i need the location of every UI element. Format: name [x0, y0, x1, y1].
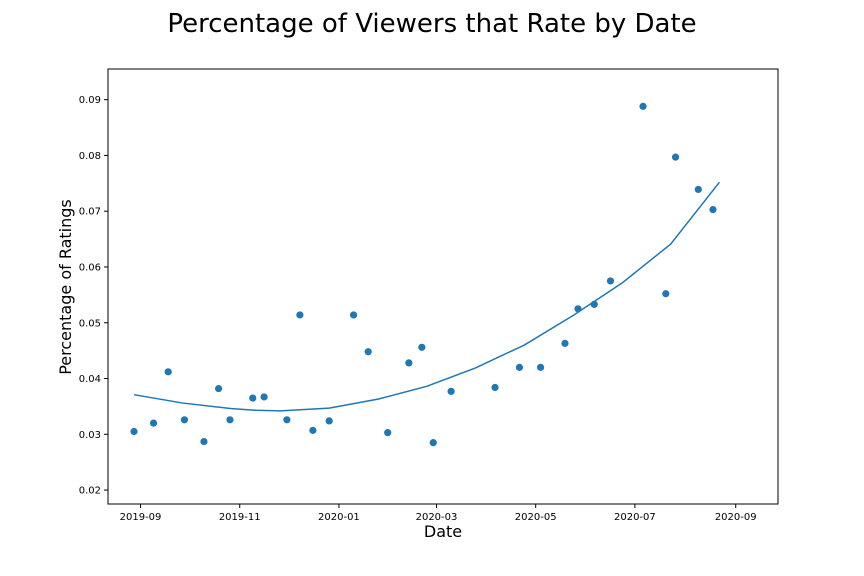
data-point: [130, 427, 138, 436]
x-tick-label: 2020-09: [715, 512, 757, 523]
x-tick-label: 2020-07: [614, 512, 656, 523]
data-point: [180, 416, 189, 424]
x-tick-label: 2019-11: [219, 512, 261, 523]
data-point: [214, 384, 223, 393]
data-point: [694, 185, 702, 194]
data-point: [447, 387, 455, 395]
data-point: [639, 102, 647, 110]
x-tick-label: 2020-03: [416, 512, 458, 523]
y-tick-label: 0.08: [79, 151, 101, 162]
data-point: [491, 383, 499, 392]
data-point: [364, 348, 372, 356]
data-point: [349, 311, 358, 319]
data-point: [561, 339, 569, 347]
data-point: [309, 426, 317, 434]
trend-series: [133, 181, 721, 412]
x-axis-label: Date: [424, 522, 462, 541]
y-tick-label: 0.03: [79, 430, 101, 441]
data-point: [606, 277, 615, 285]
data-point: [574, 305, 582, 313]
data-point: [429, 439, 437, 447]
y-tick-label: 0.06: [79, 262, 101, 273]
chart-title: Percentage of Viewers that Rate by Date: [167, 9, 696, 39]
trend-line: [133, 181, 721, 412]
y-axis-label: Percentage of Ratings: [56, 199, 75, 375]
y-tick-label: 0.09: [79, 95, 101, 106]
y-tick-label: 0.07: [79, 207, 101, 218]
data-point: [662, 290, 670, 298]
plot-area: [107, 68, 779, 505]
data-point: [200, 437, 208, 446]
data-point: [515, 363, 524, 371]
data-point: [164, 368, 172, 376]
data-point: [590, 300, 598, 308]
data-point: [418, 343, 426, 351]
data-point: [149, 419, 158, 427]
y-tick-label: 0.02: [79, 486, 101, 497]
x-tick-label: 2020-05: [515, 512, 557, 523]
data-point: [709, 205, 717, 214]
y-tick-label: 0.05: [79, 318, 101, 329]
data-point: [536, 363, 545, 371]
y-axis: 0.02 0.03 0.04 0.05 0.06 0.07 0.08 0.09: [79, 95, 108, 497]
data-point: [260, 393, 268, 401]
data-point: [405, 359, 413, 367]
data-point: [671, 153, 680, 161]
data-point: [325, 417, 333, 425]
data-point: [226, 416, 234, 424]
x-tick-label: 2019-09: [120, 512, 162, 523]
scatter-series: [130, 102, 717, 447]
x-axis: 2019-09 2019-11 2020-01 2020-03 2020-05 2020-…: [120, 504, 757, 523]
data-point: [283, 416, 291, 424]
data-point: [296, 311, 304, 319]
data-point: [249, 394, 257, 402]
data-point: [384, 429, 392, 437]
y-tick-label: 0.04: [79, 374, 101, 385]
x-tick-label: 2020-01: [318, 512, 360, 523]
